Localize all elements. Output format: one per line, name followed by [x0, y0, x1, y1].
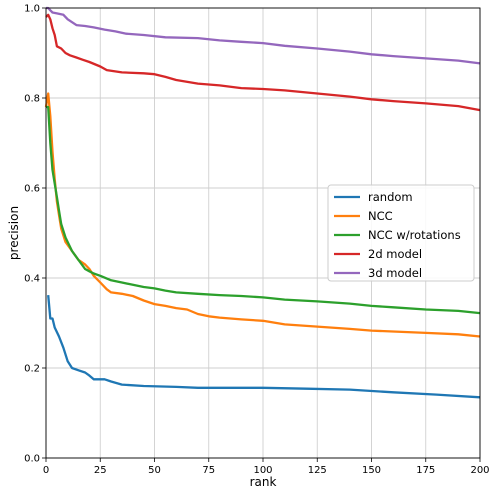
x-tick-label: 175 [416, 465, 435, 476]
legend-entry-label: NCC w/rotations [368, 228, 461, 242]
x-tick-label: 25 [94, 465, 107, 476]
y-axis-ticks: 0.0 0.2 0.4 0.6 0.8 1.0 [24, 4, 46, 465]
y-axis-label: precision [7, 206, 21, 260]
x-tick-label: 0 [43, 465, 49, 476]
legend-box [327, 184, 475, 282]
legend-entry-label: NCC [368, 209, 393, 223]
legend-entry-label: 3d model [368, 266, 422, 280]
series-line-ncc-w-rotations [46, 105, 481, 315]
y-tick-label: 0.8 [24, 94, 40, 105]
y-tick-label: 0.4 [24, 274, 40, 285]
x-tick-label: 150 [362, 465, 381, 476]
series-line-3d-model [46, 6, 481, 65]
x-tick-label: 100 [253, 465, 272, 476]
y-tick-label: 0.2 [24, 364, 40, 375]
legend-entry-label: random [368, 190, 413, 204]
legend: random NCC NCC w/rotations 2d model 3d model [327, 184, 475, 282]
series-lines [44, 6, 481, 399]
x-axis-ticks: 0 25 50 75 100 125 150 175 200 [43, 458, 490, 476]
x-tick-label: 125 [308, 465, 327, 476]
y-tick-label: 0.6 [24, 184, 40, 195]
x-tick-label: 50 [148, 465, 161, 476]
x-tick-label: 75 [202, 465, 215, 476]
x-tick-label: 200 [470, 465, 489, 476]
y-tick-label: 1.0 [24, 4, 40, 15]
legend-entry-label: 2d model [368, 247, 422, 261]
series-line-random [47, 294, 481, 399]
series-line-2d-model [45, 13, 481, 112]
y-tick-label: 0.0 [24, 454, 40, 465]
x-axis-label: rank [250, 475, 277, 489]
